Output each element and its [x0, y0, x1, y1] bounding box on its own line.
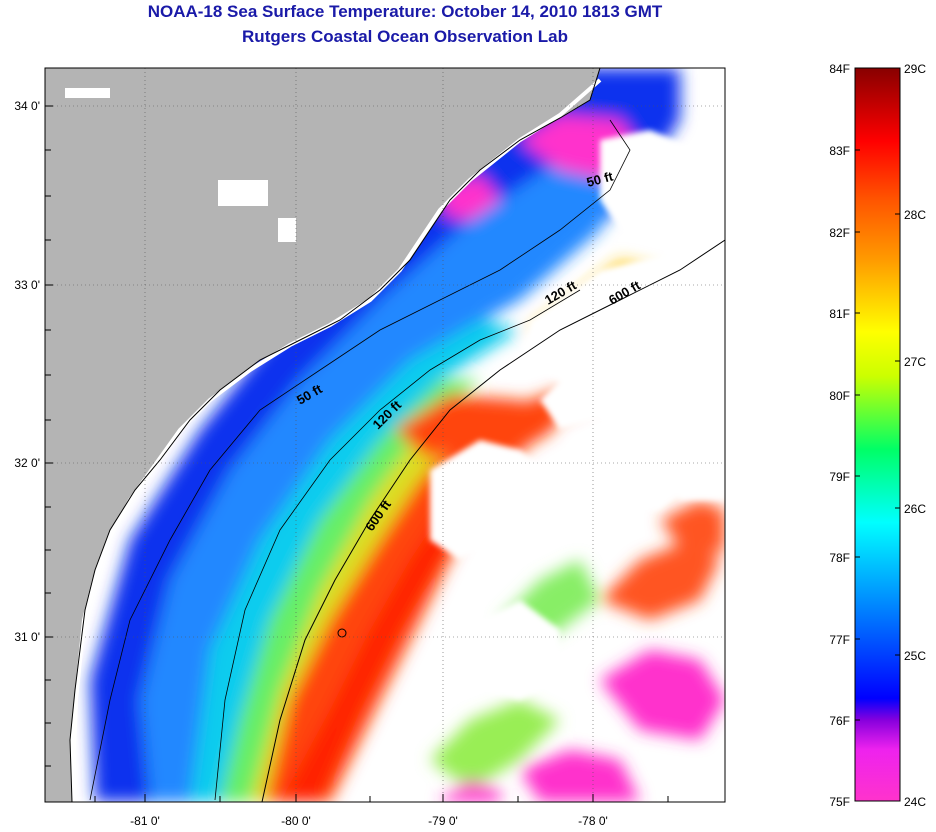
cbar-f-83: 83F	[829, 144, 850, 158]
map-subtitle: Rutgers Coastal Ocean Observation Lab	[242, 27, 568, 46]
cbar-f-82: 82F	[829, 226, 850, 240]
map-ticks	[45, 105, 669, 802]
land-mass	[45, 68, 600, 802]
contour-label-50ft-b: 50 ft	[585, 168, 615, 190]
cbar-f-80: 80F	[829, 389, 850, 403]
lon-label-79: -79 0'	[428, 814, 458, 828]
lat-label-33: 33 0'	[14, 278, 40, 292]
cbar-c-28: 28C	[904, 208, 926, 222]
temperature-colorbar: 84F 83F 82F 81F 80F 79F 78F 77F 76F 75F …	[829, 62, 926, 809]
lat-label-34: 34 0'	[14, 99, 40, 113]
map-frame	[44, 67, 726, 803]
cbar-f-75: 75F	[829, 795, 850, 809]
cbar-c-25: 25C	[904, 649, 926, 663]
lon-label-80: -80 0'	[281, 814, 311, 828]
cbar-f-84: 84F	[829, 62, 850, 76]
cbar-c-27: 27C	[904, 355, 926, 369]
cbar-f-77: 77F	[829, 633, 850, 647]
cbar-f-79: 79F	[829, 470, 850, 484]
cbar-f-76: 76F	[829, 714, 850, 728]
map-title: NOAA-18 Sea Surface Temperature: October…	[147, 2, 663, 21]
cbar-c-29: 29C	[904, 62, 926, 76]
sst-map: 50 ft 120 ft 600 ft 50 ft 120 ft 600 ft	[14, 67, 726, 828]
cloud-cover	[430, 130, 725, 700]
lat-label-32: 32 0'	[14, 456, 40, 470]
colorbar-gradient	[854, 67, 901, 802]
graticule	[45, 68, 725, 802]
lon-label-81: -81 0'	[130, 814, 160, 828]
cbar-c-24: 24C	[904, 795, 926, 809]
cbar-f-78: 78F	[829, 551, 850, 565]
contour-120ft	[214, 289, 581, 801]
lon-label-78: -78 0'	[578, 814, 608, 828]
coastline	[69, 68, 601, 802]
contour-600ft	[261, 239, 725, 802]
cbar-f-81: 81F	[829, 307, 850, 321]
cbar-c-26: 26C	[904, 502, 926, 516]
contour-50ft	[89, 119, 631, 801]
lat-label-31: 31 0'	[14, 630, 40, 644]
